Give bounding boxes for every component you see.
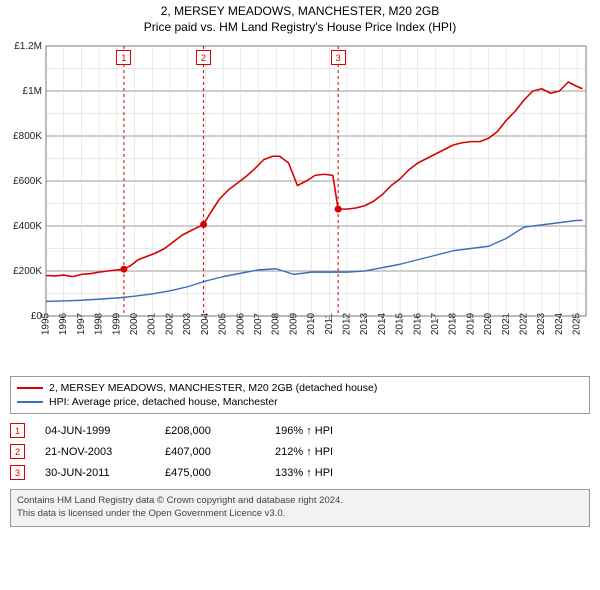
sale-date: 30-JUN-2011 (45, 467, 145, 479)
svg-text:£200K: £200K (13, 266, 42, 277)
attribution-footer: Contains HM Land Registry data © Crown c… (10, 489, 590, 527)
svg-text:£1M: £1M (23, 86, 42, 97)
svg-text:£600K: £600K (13, 176, 42, 187)
sale-price: £208,000 (165, 425, 255, 437)
legend: 2, MERSEY MEADOWS, MANCHESTER, M20 2GB (… (10, 376, 590, 414)
footer-line-2: This data is licensed under the Open Gov… (17, 508, 583, 521)
sale-marker-3: 3 (331, 50, 346, 65)
sale-date: 04-JUN-1999 (45, 425, 145, 437)
sales-table: 1 04-JUN-1999 £208,000 196% ↑ HPI 2 21-NOV-20… (10, 420, 590, 483)
sale-price: £407,000 (165, 446, 255, 458)
sale-pct: 196% ↑ HPI (275, 425, 375, 437)
sale-row: 2 21-NOV-2003 £407,000 212% ↑ HPI (10, 441, 590, 462)
sale-row: 1 04-JUN-1999 £208,000 196% ↑ HPI (10, 420, 590, 441)
sale-index-box: 1 (10, 423, 25, 438)
sale-date: 21-NOV-2003 (45, 446, 145, 458)
sale-row: 3 30-JUN-2011 £475,000 133% ↑ HPI (10, 462, 590, 483)
sale-marker-2: 2 (196, 50, 211, 65)
chart-svg: £0£200K£400K£600K£800K£1M£1.2M1995199619… (0, 40, 600, 370)
sale-index-box: 2 (10, 444, 25, 459)
svg-text:£800K: £800K (13, 131, 42, 142)
chart-area: £0£200K£400K£600K£800K£1M£1.2M1995199619… (0, 40, 600, 370)
sale-pct: 133% ↑ HPI (275, 467, 375, 479)
chart-subtitle: Price paid vs. HM Land Registry's House … (0, 18, 600, 40)
sale-price: £475,000 (165, 467, 255, 479)
footer-line-1: Contains HM Land Registry data © Crown c… (17, 495, 583, 508)
chart-title: 2, MERSEY MEADOWS, MANCHESTER, M20 2GB (0, 0, 600, 18)
legend-swatch (17, 387, 43, 389)
legend-swatch (17, 401, 43, 403)
sale-pct: 212% ↑ HPI (275, 446, 375, 458)
legend-label: HPI: Average price, detached house, Manc… (49, 396, 278, 408)
sale-index-box: 3 (10, 465, 25, 480)
legend-label: 2, MERSEY MEADOWS, MANCHESTER, M20 2GB (… (49, 382, 377, 394)
legend-row: 2, MERSEY MEADOWS, MANCHESTER, M20 2GB (… (17, 381, 583, 395)
sale-marker-1: 1 (116, 50, 131, 65)
svg-text:£1.2M: £1.2M (14, 41, 42, 52)
legend-row: HPI: Average price, detached house, Manc… (17, 395, 583, 409)
svg-text:£400K: £400K (13, 221, 42, 232)
